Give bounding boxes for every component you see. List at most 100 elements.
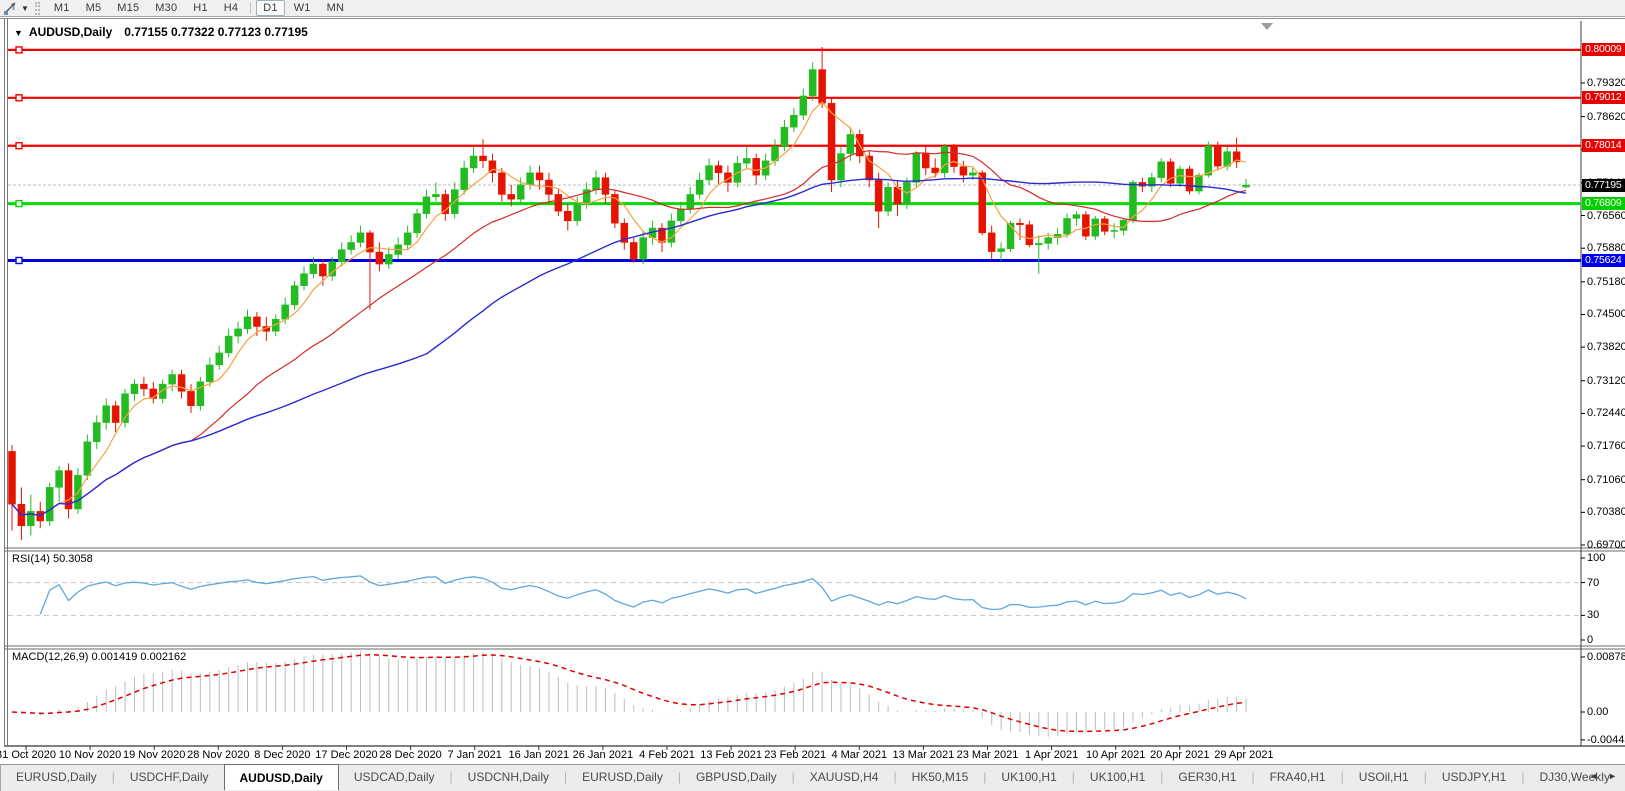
tab-scroll-right-button[interactable]: ► xyxy=(1608,771,1617,781)
chart-title: ▼ AUDUSD,Daily 0.77155 0.77322 0.77123 0.7… xyxy=(14,25,308,39)
tab-divider: | xyxy=(1251,770,1255,784)
top-toolbar: ▼ M1 M5 M15 M30 H1 H4 D1 W1 MN xyxy=(0,0,1625,17)
tab-scroll-left-button[interactable]: ◄ xyxy=(1589,771,1599,781)
collapse-triangle-icon[interactable]: ▼ xyxy=(14,28,23,38)
date-label: 20 Apr 2021 xyxy=(1150,749,1210,761)
price-tick-label: 0.73820 xyxy=(1587,341,1625,354)
date-label: 31 Oct 2020 xyxy=(0,749,56,761)
rsi-level-label: 100 xyxy=(1587,552,1606,564)
tab-divider: | xyxy=(564,770,568,784)
rsi-level-label: 30 xyxy=(1587,609,1600,622)
date-label: 17 Dec 2020 xyxy=(315,749,378,761)
chart-tab-uk100-h1[interactable]: UK100,H1 xyxy=(1001,770,1057,784)
chart-tab-ger30-h1[interactable]: GER30,H1 xyxy=(1178,770,1237,784)
chart-tab-dj30-weekly[interactable]: DJ30,Weekly xyxy=(1539,770,1610,784)
tab-divider: | xyxy=(449,770,453,784)
price-tick-label: 0.76560 xyxy=(1587,209,1625,222)
tab-divider: | xyxy=(677,770,681,784)
price-tick-label: 0.72440 xyxy=(1587,407,1625,420)
price-tick-label: 0.71060 xyxy=(1587,473,1625,486)
toolbar-grip[interactable] xyxy=(34,1,40,15)
crosshair-cursor-tool-icon[interactable] xyxy=(3,1,19,15)
price-line-label: 0.76809 xyxy=(1582,197,1625,211)
chart-tab-eurusd-daily[interactable]: EURUSD,Daily xyxy=(16,770,97,784)
date-label: 19 Nov 2020 xyxy=(123,749,186,761)
timeframe-button-group: M1 M5 M15 M30 H1 H4 D1 W1 MN xyxy=(46,0,352,16)
current-price-label: 0.77195 xyxy=(1582,178,1625,192)
price-tick-label: 0.73120 xyxy=(1587,374,1625,387)
rsi-level-label: 0 xyxy=(1587,634,1594,646)
price-tick-label: 0.78620 xyxy=(1587,110,1625,123)
price-line-label: 0.78014 xyxy=(1582,139,1625,153)
date-label: 28 Dec 2020 xyxy=(379,749,442,761)
date-label: 10 Apr 2021 xyxy=(1086,749,1146,761)
date-label: 26 Jan 2021 xyxy=(572,749,634,761)
tab-divider: | xyxy=(1340,770,1344,784)
rsi-level-label: 70 xyxy=(1587,576,1600,589)
timeframe-button-H4[interactable]: H4 xyxy=(223,2,239,14)
date-label: 29 Apr 2021 xyxy=(1214,749,1274,761)
chart-title-symbol: AUDUSD,Daily xyxy=(28,25,113,39)
date-label: 7 Jan 2021 xyxy=(447,749,502,761)
tab-divider: | xyxy=(1423,770,1427,784)
macd-level-label: -0.004451 xyxy=(1587,733,1625,746)
chart-tab-audusd-daily[interactable]: AUDUSD,Daily xyxy=(223,764,339,790)
timeframe-button-M15[interactable]: M15 xyxy=(117,2,140,14)
timeframe-button-W1[interactable]: W1 xyxy=(293,2,311,14)
tab-divider: | xyxy=(1521,770,1525,784)
tabbar-left-stub xyxy=(0,765,1,791)
chart-tab-usoil-h1[interactable]: USOil,H1 xyxy=(1358,770,1409,784)
tab-divider: | xyxy=(893,770,897,784)
price-line-label: 0.80009 xyxy=(1582,43,1625,57)
date-label: 10 Nov 2020 xyxy=(58,749,122,761)
macd-level-label: 0.00 xyxy=(1587,706,1609,718)
price-tick-label: 0.79320 xyxy=(1587,77,1625,89)
chart-tab-usdjpy-h1[interactable]: USDJPY,H1 xyxy=(1441,770,1507,784)
chart-tab-uk100-h1[interactable]: UK100,H1 xyxy=(1089,770,1146,784)
chart-tab-eurusd-daily[interactable]: EURUSD,Daily xyxy=(582,770,663,784)
chevron-down-icon[interactable]: ▼ xyxy=(21,3,29,13)
price-tick-label: 0.74500 xyxy=(1587,308,1625,321)
date-label: 23 Feb 2021 xyxy=(764,749,827,761)
chart-tab-gbpusd-daily[interactable]: GBPUSD,Daily xyxy=(695,770,777,784)
toolbar-separator xyxy=(250,2,252,14)
timeframe-button-H1[interactable]: H1 xyxy=(193,2,208,14)
macd-level-label: 0.008782 xyxy=(1587,651,1625,663)
chart-tab-hk50-m15[interactable]: HK50,M15 xyxy=(911,770,969,784)
price-tick-label: 0.75180 xyxy=(1587,275,1625,288)
date-label: 16 Jan 2021 xyxy=(508,749,570,761)
chart-window-top-frame xyxy=(0,18,1625,20)
tab-divider: | xyxy=(111,770,115,784)
chart-tab-usdcad-daily[interactable]: USDCAD,Daily xyxy=(353,770,435,784)
timeframe-button-M1[interactable]: M1 xyxy=(53,2,70,14)
chart-tab-xauusd-h4[interactable]: XAUUSD,H4 xyxy=(809,770,879,784)
date-label: 8 Dec 2020 xyxy=(254,749,311,761)
price-tick-label: 0.70380 xyxy=(1587,506,1625,519)
date-label: 13 Feb 2021 xyxy=(700,749,762,761)
price-tick-label: 0.69700 xyxy=(1587,539,1625,551)
date-label: 28 Nov 2020 xyxy=(187,749,250,761)
tab-divider: | xyxy=(791,770,795,784)
chart-title-ohlc: 0.77155 0.77322 0.77123 0.77195 xyxy=(124,25,308,39)
timeframe-button-MN[interactable]: MN xyxy=(326,2,345,14)
date-label: 1 Apr 2021 xyxy=(1024,749,1079,761)
tab-divider: | xyxy=(1071,770,1075,784)
chart-tab-bar: EURUSD,Daily | USDCHF,Daily AUDUSD,Daily USD… xyxy=(0,764,1625,791)
timeframe-button-D1[interactable]: D1 xyxy=(256,0,285,16)
macd-indicator-label: MACD(12,26,9) 0.001419 0.002162 xyxy=(12,651,187,663)
date-label: 4 Mar 2021 xyxy=(831,749,888,761)
tab-scroll-arrows: ◄ ► xyxy=(1584,771,1622,781)
price-tick-label: 0.75880 xyxy=(1587,242,1625,255)
date-label: 13 Mar 2021 xyxy=(892,749,955,761)
price-tick-label: 0.71760 xyxy=(1587,440,1625,453)
timeframe-button-M30[interactable]: M30 xyxy=(155,2,178,14)
tab-divider: | xyxy=(1160,770,1164,784)
tab-divider: | xyxy=(983,770,987,784)
chart-tab-fra40-h1[interactable]: FRA40,H1 xyxy=(1269,770,1326,784)
price-line-label: 0.79012 xyxy=(1582,91,1625,105)
chart-tab-usdchf-daily[interactable]: USDCHF,Daily xyxy=(129,770,209,784)
chart-tab-usdcnh-daily[interactable]: USDCNH,Daily xyxy=(467,770,550,784)
timeframe-button-M5[interactable]: M5 xyxy=(85,2,102,14)
